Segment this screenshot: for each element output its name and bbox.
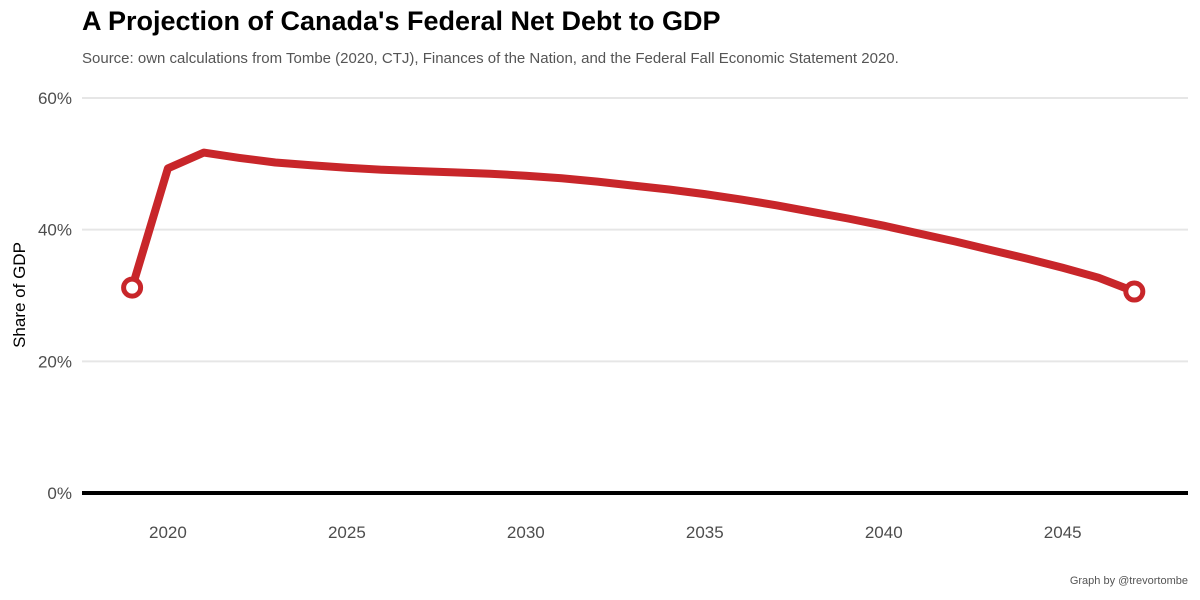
y-axis-ticks: 0% 20% 40% 60% [38,89,72,503]
chart-subtitle: Source: own calculations from Tombe (202… [82,50,899,67]
y-tick-label: 20% [38,352,72,371]
endpoint-markers [121,276,1146,303]
x-tick-label: 2020 [149,523,187,542]
series-line [128,148,1139,296]
series-layer [128,148,1139,296]
x-tick-label: 2035 [686,523,724,542]
y-axis-title: Share of GDP [10,242,29,348]
gridlines [82,97,1188,363]
x-axis-ticks: 2020 2025 2030 2035 2040 2045 [149,523,1082,542]
endpoint-marker [121,276,144,299]
x-tick-label: 2030 [507,523,545,542]
endpoint-marker [1123,280,1146,303]
x-tick-label: 2025 [328,523,366,542]
x-tick-label: 2040 [865,523,903,542]
x-tick-label: 2045 [1044,523,1082,542]
chart-title: A Projection of Canada's Federal Net Deb… [82,6,721,36]
y-tick-label: 60% [38,89,72,108]
y-tick-label: 40% [38,221,72,240]
y-tick-label: 0% [47,484,72,503]
chart-caption: Graph by @trevortombe [1069,575,1188,587]
